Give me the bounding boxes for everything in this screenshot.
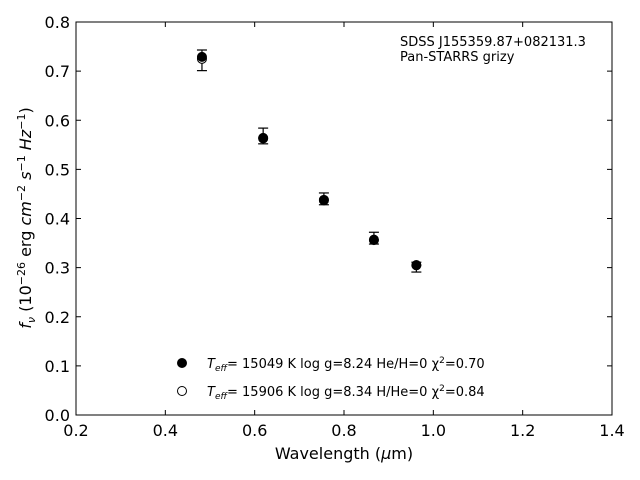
model-point-filled bbox=[411, 260, 422, 271]
y-tick-label: 0.0 bbox=[45, 406, 70, 425]
y-tick-label: 0.5 bbox=[45, 160, 70, 179]
y-tick-label: 0.8 bbox=[45, 13, 70, 32]
x-tick-label: 1.2 bbox=[510, 421, 535, 440]
x-tick-label: 1.4 bbox=[599, 421, 624, 440]
model-point-filled bbox=[318, 195, 329, 206]
axis-ticks: 0.2 0.4 0.6 0.8 1.0 1.2 1.4 0.0 0.1 0.2 0.3 0.4 0.5 0… bbox=[45, 13, 625, 440]
y-tick-label: 0.1 bbox=[45, 357, 70, 376]
y-tick-label: 0.7 bbox=[45, 62, 70, 81]
model-point-filled bbox=[368, 235, 379, 246]
y-tick-label: 0.3 bbox=[45, 259, 70, 278]
x-tick-label: 0.8 bbox=[331, 421, 356, 440]
annotation-line-2: Pan-STARRS grizy bbox=[400, 50, 515, 65]
legend: Teff= 15049 K log g=8.24 He/H=0 χ2=0.70 … bbox=[177, 356, 485, 402]
y-tick-label: 0.2 bbox=[45, 308, 70, 327]
legend-label-open: Teff= 15906 K log g=8.34 H/He=0 χ2=0.84 bbox=[207, 384, 485, 402]
legend-marker-open bbox=[177, 386, 187, 396]
x-tick-label: 0.4 bbox=[153, 421, 178, 440]
x-tick-label: 0.6 bbox=[242, 421, 267, 440]
model-point-filled bbox=[258, 132, 269, 143]
y-tick-label: 0.4 bbox=[45, 210, 70, 229]
model-point-filled bbox=[196, 51, 207, 62]
plot-area bbox=[75, 21, 613, 416]
y-axis-label: fν (10−26 erg cm−2 s−1 Hz−1) bbox=[15, 107, 38, 328]
data-markers bbox=[196, 51, 422, 271]
x-axis-label: Wavelength (μm) bbox=[275, 444, 413, 463]
annotation-line-1: SDSS J155359.87+082131.3 bbox=[400, 35, 586, 50]
legend-label-filled: Teff= 15049 K log g=8.24 He/H=0 χ2=0.70 bbox=[207, 356, 485, 374]
y-tick-label: 0.6 bbox=[45, 111, 70, 130]
x-tick-label: 0.2 bbox=[63, 421, 88, 440]
legend-marker-filled bbox=[177, 358, 187, 368]
x-tick-label: 1.0 bbox=[421, 421, 446, 440]
